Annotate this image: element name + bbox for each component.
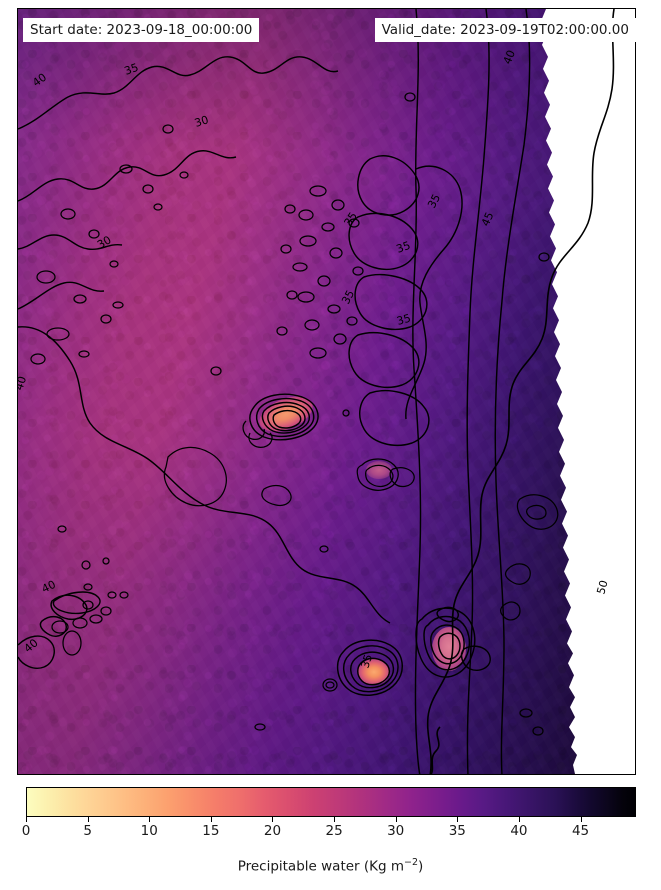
contour-label-35: 35 bbox=[123, 61, 141, 78]
contour-label-35c: 35 bbox=[425, 192, 443, 210]
contour-labels: 45 40 35 30 30 40 35 35 35 35 35 40 45 5… bbox=[18, 18, 611, 670]
colorbar-tick-label: 35 bbox=[448, 823, 466, 839]
colorbar-label-text: Precipitable water (Kg m bbox=[237, 858, 405, 875]
land-mask bbox=[541, 9, 635, 774]
precipitable-water-field bbox=[18, 9, 635, 774]
colorbar-tick-label: 10 bbox=[140, 823, 158, 839]
field-texture-primary bbox=[18, 9, 635, 774]
map-axes: 45 40 35 30 30 40 35 35 35 35 35 40 45 5… bbox=[17, 8, 636, 775]
colorbar-tick-label: 20 bbox=[263, 823, 282, 839]
contour-label-30b: 30 bbox=[95, 233, 114, 251]
contour-overlay: 45 40 35 30 30 40 35 35 35 35 35 40 45 5… bbox=[18, 9, 615, 774]
colorbar-tick-mark bbox=[210, 817, 212, 822]
colorbar-axis-label: Precipitable water (Kg m−2) bbox=[0, 857, 661, 875]
colorbar-tick-label: 0 bbox=[21, 823, 31, 839]
colorbar-tick-mark bbox=[26, 817, 27, 822]
colorbar-label-exponent: −2 bbox=[404, 857, 419, 868]
field-vertical-shading bbox=[18, 9, 635, 774]
contour-label-40b: 40 bbox=[18, 375, 29, 392]
colorbar-tick-label: 5 bbox=[83, 823, 92, 839]
contour-label-35b: 35 bbox=[342, 210, 360, 229]
contour-label-30: 30 bbox=[193, 113, 210, 130]
colorbar-tick-mark bbox=[87, 817, 89, 822]
contour-label-40: 40 bbox=[30, 71, 49, 90]
colorbar-tick-mark bbox=[518, 817, 520, 822]
colorbar-tick-label: 45 bbox=[571, 823, 590, 839]
contour-label-35e: 35 bbox=[395, 312, 412, 328]
colorbar-tick-mark bbox=[272, 817, 274, 822]
contour-label-35g: 35 bbox=[358, 653, 375, 670]
field-texture-secondary bbox=[18, 9, 635, 774]
hotspot-mid bbox=[366, 461, 392, 479]
contour-label-35d: 35 bbox=[395, 239, 413, 256]
colorbar-tick-container: 0 5 10 15 20 25 30 35 40 45 bbox=[22, 817, 636, 847]
colorbar-tick-mark bbox=[580, 817, 582, 822]
colorbar bbox=[26, 787, 636, 817]
colorbar-tick-label: 40 bbox=[510, 823, 528, 839]
valid-date-label: Valid_date: 2023-09-19T02:00:00.00 bbox=[374, 18, 636, 42]
contour-label-40d: 40 bbox=[40, 578, 58, 596]
colorbar-tick-label: 15 bbox=[202, 823, 220, 839]
contour-label-50: 50 bbox=[594, 579, 610, 596]
contour-label-35f: 35 bbox=[339, 288, 357, 306]
start-date-label: Start date: 2023-09-18_00:00:00 bbox=[23, 18, 260, 42]
colorbar-tick-mark bbox=[457, 817, 459, 822]
contour-label-45b: 45 bbox=[479, 210, 497, 228]
colorbar-tick-mark bbox=[149, 817, 151, 822]
colorbar-tick-label: 30 bbox=[387, 823, 405, 839]
colorbar-gradient bbox=[27, 788, 635, 816]
colorbar-tick-mark bbox=[395, 817, 397, 822]
contour-label-40c: 40 bbox=[501, 48, 518, 66]
colorbar-label-close: ) bbox=[418, 858, 424, 875]
colorbar-tick-label: 25 bbox=[325, 823, 343, 839]
colorbar-tick-mark bbox=[334, 817, 336, 822]
